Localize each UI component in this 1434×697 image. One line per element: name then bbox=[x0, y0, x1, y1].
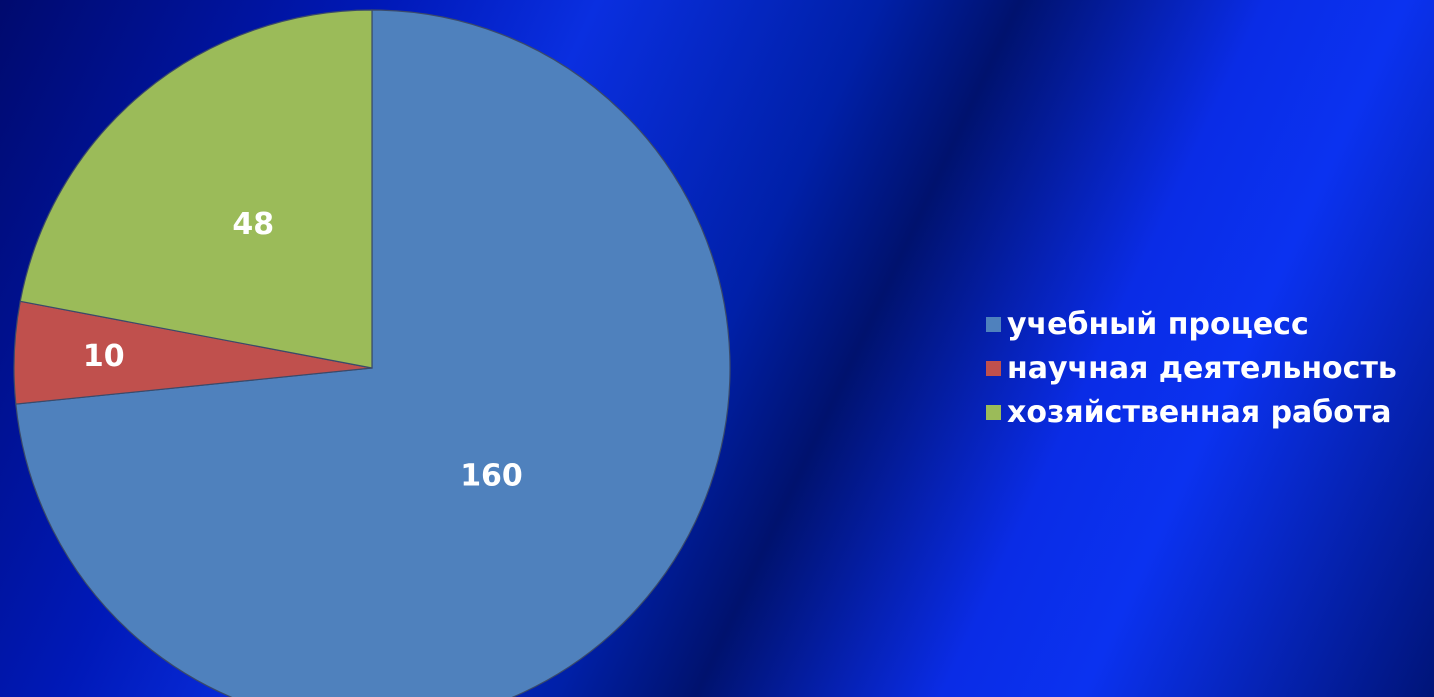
legend-item-2: хозяйственная работа bbox=[986, 390, 1426, 434]
data-label-0: 160 bbox=[460, 459, 523, 494]
legend-swatch-1 bbox=[986, 360, 1001, 376]
legend-item-0: учебный процесс bbox=[986, 302, 1426, 346]
pie-data-labels: 160 10 48 bbox=[83, 207, 523, 493]
pie-slices bbox=[13, 9, 731, 697]
legend-label-1: научная деятельность bbox=[1007, 350, 1397, 386]
chart-legend: учебный процесс научная деятельность хоз… bbox=[986, 302, 1426, 434]
pie-slice-2 bbox=[19, 9, 373, 369]
data-label-1: 10 bbox=[83, 339, 125, 374]
pie-slice-0 bbox=[15, 9, 731, 697]
legend-label-2: хозяйственная работа bbox=[1007, 394, 1392, 430]
legend-swatch-0 bbox=[986, 316, 1001, 332]
data-label-2: 48 bbox=[232, 207, 274, 242]
legend-item-1: научная деятельность bbox=[986, 346, 1426, 390]
legend-swatch-2 bbox=[986, 404, 1001, 420]
legend-label-0: учебный процесс bbox=[1007, 306, 1309, 342]
